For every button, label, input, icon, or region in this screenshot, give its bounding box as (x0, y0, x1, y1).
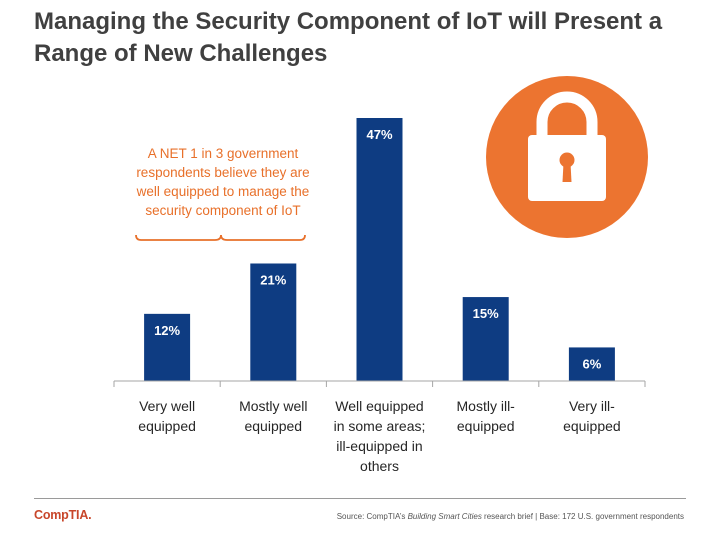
data-label: 15% (473, 306, 499, 321)
source-italic: Building Smart Cities (407, 512, 482, 521)
data-label: 12% (154, 323, 180, 338)
bar (144, 313, 191, 381)
category-label: Very ill- (569, 398, 615, 414)
category-labels: Very well equipped Mostly well equipped Well… (138, 398, 620, 474)
lock-keyhole (559, 152, 575, 168)
category-label: equipped (457, 418, 515, 434)
category-label: Very well (139, 398, 195, 414)
bar (462, 297, 509, 381)
page-title: Managing the Security Component of IoT w… (34, 6, 694, 70)
title-line-2: Range of New Challenges (34, 40, 328, 67)
category-label: others (360, 458, 399, 474)
category-label: Mostly well (239, 398, 307, 414)
bar (250, 263, 297, 381)
bar (568, 347, 615, 381)
footer-divider (34, 498, 686, 499)
category-label: Mostly ill- (457, 398, 516, 414)
category-label: equipped (563, 418, 621, 434)
callout-bracket (135, 234, 306, 241)
labels-layer: 12% 21% 47% 15% 6% (154, 127, 602, 371)
category-label: in some areas; (334, 418, 426, 434)
callout-note: A NET 1 in 3 government respondents beli… (118, 144, 328, 220)
callout-line-3: well equipped to manage the (136, 184, 310, 199)
data-label: 6% (583, 356, 602, 371)
callout-line-4: security component of IoT (145, 203, 301, 218)
data-label: 47% (366, 127, 392, 142)
category-label: equipped (138, 418, 196, 434)
source-suffix: research brief | Base: 172 U.S. governme… (481, 512, 684, 521)
source-prefix: Source: CompTIA’s (336, 512, 408, 521)
callout-line-1: A NET 1 in 3 government (147, 146, 299, 161)
lock-badge (486, 76, 648, 238)
comptia-logo: CompTIA. (34, 508, 92, 522)
bar (356, 118, 403, 381)
category-label: ill-equipped in (336, 438, 422, 454)
lock-icon (528, 91, 606, 201)
category-label: equipped (244, 418, 302, 434)
lock-shackle (536, 91, 598, 139)
x-axis (113, 380, 646, 387)
lock-keyhole-stem (562, 163, 572, 182)
bars-layer (144, 118, 615, 381)
data-label: 21% (260, 272, 286, 287)
category-label: Well equipped (335, 398, 423, 414)
title-line-1: Managing the Security Component of IoT w… (34, 8, 663, 35)
source-note: Source: CompTIA’s Building Smart Cities … (337, 512, 684, 521)
callout-line-2: respondents believe they are (136, 165, 310, 180)
